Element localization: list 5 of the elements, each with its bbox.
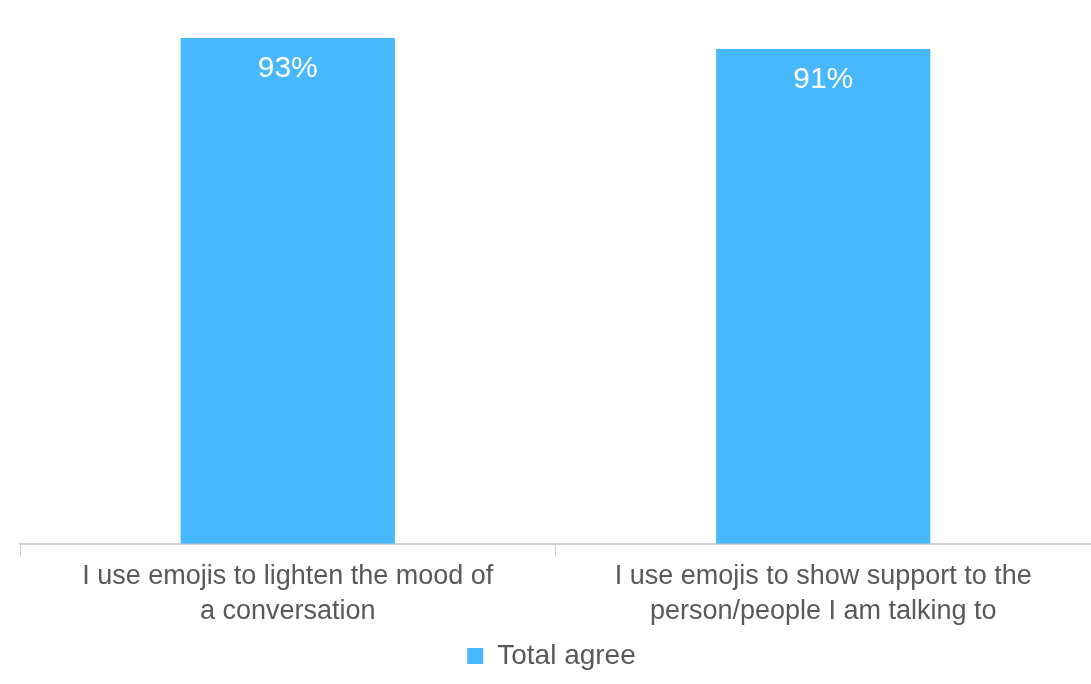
data-label: 91% (793, 61, 854, 95)
x-tick-label: I use emojis to lighten the mood of a conversation (82, 559, 494, 625)
legend-label: Total agree (497, 638, 636, 670)
data-label: 93% (257, 50, 318, 84)
x-tick-label: I use emojis to show support to the person/people I am talking to (614, 559, 1032, 625)
